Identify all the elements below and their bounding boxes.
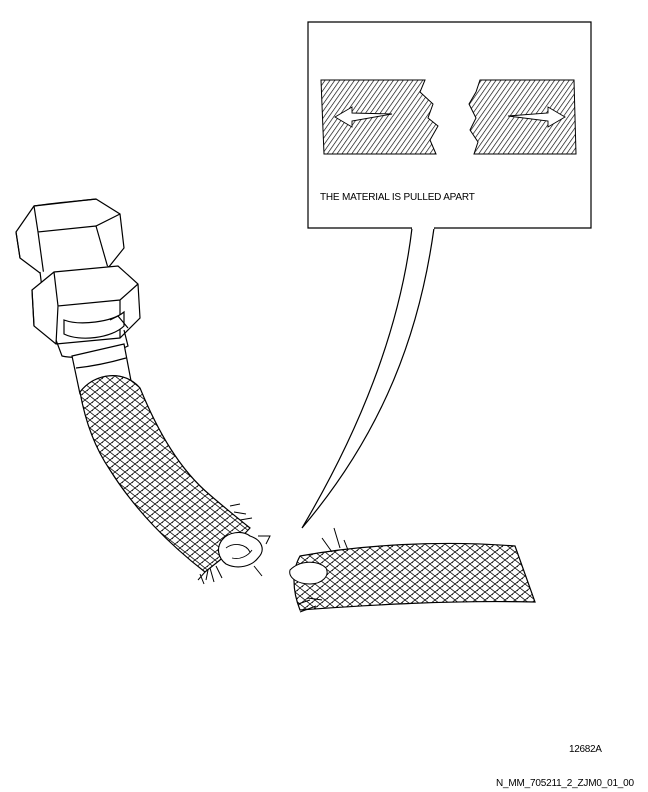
torn-core-left: [217, 531, 263, 568]
torn-core-right: [289, 561, 328, 585]
frayed-wires-left: [197, 503, 253, 585]
hose-end-fitting: [15, 198, 141, 397]
right-pull-arrow-icon: [507, 106, 566, 128]
hose-separated-segment: [289, 527, 536, 613]
callout-box: [301, 21, 592, 529]
callout-caption: THE MATERIAL IS PULLED APART: [320, 192, 475, 203]
left-torn-material: [320, 79, 439, 155]
frayed-wires-right: [297, 527, 349, 613]
document-reference: N_MM_705211_2_ZJM0_01_00: [496, 778, 634, 789]
hose-broken-segment: [79, 375, 271, 585]
left-pull-arrow-icon: [334, 106, 393, 128]
figure-number: 12682A: [569, 744, 602, 755]
